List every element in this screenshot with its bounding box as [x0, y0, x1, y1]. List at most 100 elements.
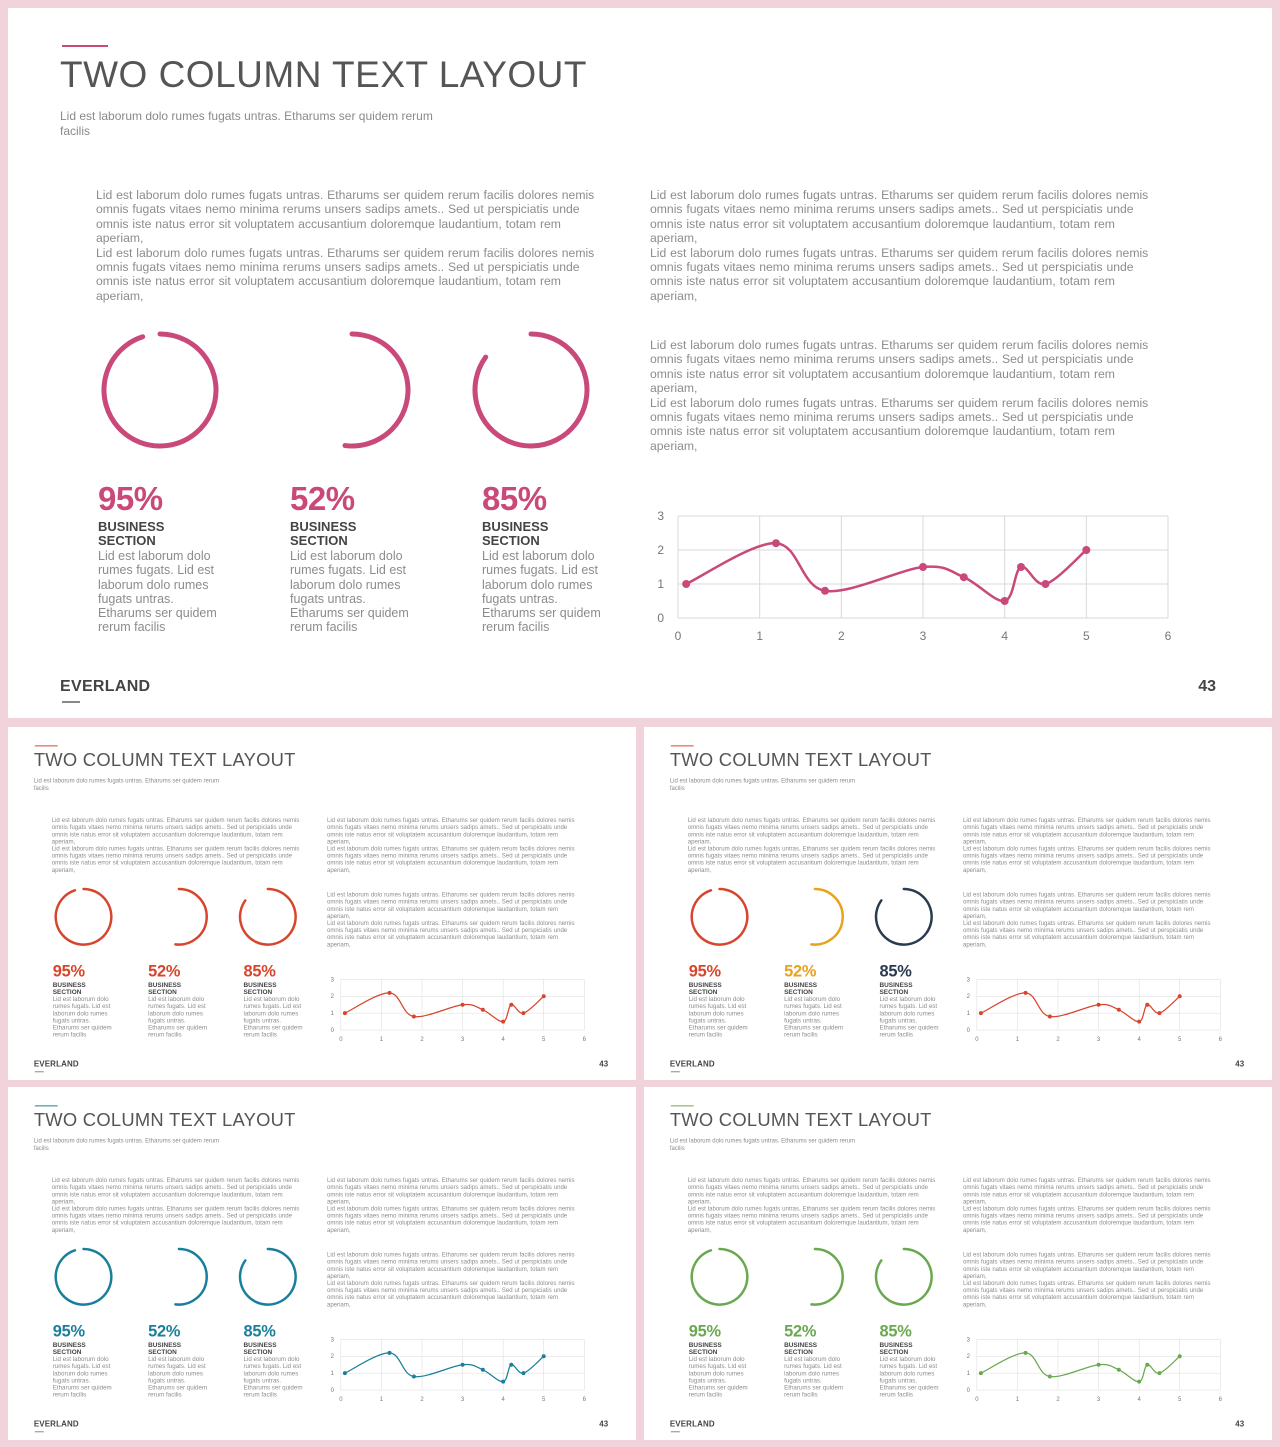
stat-label: BUSINESS SECTION	[879, 1340, 913, 1356]
y-tick-label: 0	[331, 1028, 335, 1034]
progress-arc	[174, 887, 208, 946]
right-column-text-top: Lid est laborum dolo rumes fugats untras…	[963, 1176, 1216, 1233]
brand-name: EVERLAND	[669, 1419, 715, 1429]
x-tick-label: 4	[1137, 1037, 1141, 1043]
x-tick-label: 2	[1056, 1037, 1060, 1043]
slide-frame: TWO COLUMN TEXT LAYOUT Lid est laborum d…	[644, 1087, 1272, 1440]
x-tick-label: 4	[501, 1397, 505, 1403]
stat-label: BUSINESS SECTION	[243, 1340, 277, 1356]
data-point	[821, 586, 829, 595]
paragraph: Lid est laborum dolo rumes fugats untras…	[962, 845, 1211, 874]
stat-label: BUSINESS SECTION	[52, 980, 86, 996]
right-column-text-bottom: Lid est laborum dolo rumes fugats untras…	[327, 891, 580, 948]
progress-arc	[174, 1247, 208, 1306]
x-tick-label: 2	[420, 1397, 424, 1403]
data-point	[460, 1002, 465, 1007]
x-tick-label: 3	[920, 629, 927, 643]
data-point	[1000, 597, 1009, 605]
line-chart: 0 1 2 3 4 5 6 0 1 2 3	[657, 509, 1171, 643]
title-accent-line	[62, 45, 108, 47]
stat-label: BUSINESS SECTION	[879, 980, 913, 996]
stat-label: BUSINESS SECTION	[243, 980, 277, 996]
y-tick-label: 2	[331, 1354, 335, 1360]
left-column-text: Lid est laborum dolo rumes fugats untras…	[52, 1176, 305, 1233]
stat-description: Lid est laborum dolo rumes fugats. Lid e…	[148, 1355, 208, 1399]
brand-underline	[62, 701, 80, 703]
x-tick-label: 1	[380, 1397, 384, 1403]
paragraph: Lid est laborum dolo rumes fugats untras…	[326, 890, 575, 920]
right-column-text-top: Lid est laborum dolo rumes fugats untras…	[963, 816, 1216, 873]
slide-multicolor: TWO COLUMN TEXT LAYOUT Lid est laborum d…	[644, 727, 1272, 1080]
left-column-text: Lid est laborum dolo rumes fugats untras…	[688, 1176, 941, 1233]
data-point	[541, 1354, 546, 1359]
x-tick-label: 0	[339, 1397, 343, 1403]
title-accent-line	[34, 745, 58, 747]
y-tick-label: 2	[967, 1354, 971, 1360]
stat-label: BUSINESS SECTION	[148, 1340, 182, 1356]
paragraph: Lid est laborum dolo rumes fugats untras…	[51, 816, 300, 845]
title-accent-line	[670, 745, 694, 747]
progress-arc	[874, 1247, 933, 1306]
series-line	[980, 1352, 1181, 1383]
data-point	[480, 1367, 485, 1372]
title-accent-line	[34, 1105, 58, 1107]
progress-arc	[342, 331, 411, 449]
data-point	[480, 1007, 485, 1012]
brand-name: EVERLAND	[60, 678, 151, 695]
x-tick-label: 0	[975, 1037, 979, 1043]
stat-description: Lid est laborum dolo rumes fugats. Lid e…	[243, 995, 303, 1039]
paragraph: Lid est laborum dolo rumes fugats untras…	[962, 1279, 1211, 1308]
stat-percent: 95%	[98, 480, 163, 517]
x-tick-label: 3	[1097, 1397, 1101, 1403]
x-tick-label: 5	[1178, 1037, 1182, 1043]
stat-label: BUSINESS SECTION	[148, 980, 182, 996]
slide-subtitle: Lid est laborum dolo rumes fugats untras…	[60, 109, 433, 138]
progress-ring	[54, 887, 113, 946]
progress-ring	[101, 331, 219, 449]
page-number: 43	[599, 1419, 609, 1429]
slide-subtitle: Lid est laborum dolo rumes fugats untras…	[33, 1137, 220, 1152]
left-column-text: Lid est laborum dolo rumes fugats untras…	[52, 816, 305, 873]
paragraph: Lid est laborum dolo rumes fugats untras…	[96, 245, 595, 303]
paragraph: Lid est laborum dolo rumes fugats untras…	[326, 845, 575, 874]
slide-title: TWO COLUMN TEXT LAYOUT	[669, 1109, 932, 1131]
slide-red: TWO COLUMN TEXT LAYOUT Lid est laborum d…	[8, 727, 636, 1080]
stat-description: Lid est laborum dolo rumes fugats. Lid e…	[784, 1355, 844, 1399]
data-point	[342, 1011, 347, 1016]
series-line	[344, 1352, 545, 1383]
paragraph: Lid est laborum dolo rumes fugats untras…	[326, 919, 575, 948]
y-tick-label: 0	[967, 1388, 971, 1394]
x-tick-label: 1	[1016, 1397, 1020, 1403]
stat-percent: 85%	[482, 480, 547, 517]
data-point	[501, 1019, 506, 1024]
stat-description: Lid est laborum dolo rumes fugats. Lid e…	[688, 995, 748, 1039]
brand-underline	[670, 1431, 680, 1433]
brand-name: EVERLAND	[33, 1419, 79, 1429]
data-point	[541, 994, 546, 999]
data-point	[978, 1011, 983, 1016]
progress-arc	[101, 331, 219, 449]
progress-ring	[690, 887, 749, 946]
stat-description: Lid est laborum dolo rumes fugats. Lid e…	[482, 549, 601, 635]
stat-percent: 95%	[52, 1321, 85, 1340]
data-point	[1047, 1014, 1052, 1019]
stat-description: Lid est laborum dolo rumes fugats. Lid e…	[52, 1355, 112, 1399]
stat-description: Lid est laborum dolo rumes fugats. Lid e…	[688, 1355, 748, 1399]
progress-ring	[54, 1247, 113, 1306]
slide-subtitle: Lid est laborum dolo rumes fugats untras…	[669, 777, 856, 792]
progress-arc	[690, 1247, 749, 1306]
data-point	[1017, 563, 1025, 571]
data-point	[342, 1371, 347, 1376]
paragraph: Lid est laborum dolo rumes fugats untras…	[326, 1279, 575, 1308]
stat-percent: 85%	[879, 1321, 912, 1340]
data-point	[682, 580, 691, 588]
progress-arc	[810, 887, 844, 946]
data-point	[1177, 994, 1182, 999]
progress-arc	[54, 887, 113, 946]
data-point	[1137, 1379, 1142, 1384]
page-number: 43	[599, 1059, 609, 1069]
y-tick-label: 0	[967, 1028, 971, 1034]
line-chart: 0 1 2 3 4 5 6 0 1 2 3	[967, 977, 1223, 1043]
progress-arc	[238, 887, 297, 946]
progress-ring	[238, 887, 297, 946]
